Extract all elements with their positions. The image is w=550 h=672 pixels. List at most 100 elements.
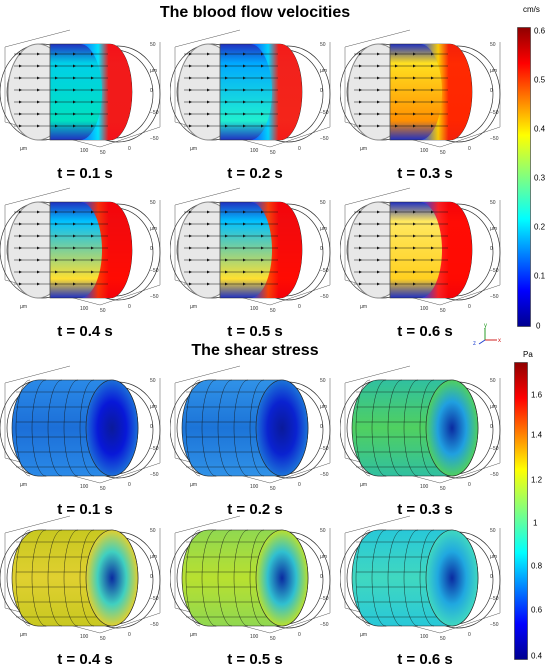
flow-arrow-icon (189, 76, 192, 80)
axis-tick-label: 0 (320, 88, 323, 94)
flow-arrow-icon (431, 258, 434, 262)
flow-arrow-icon (189, 270, 192, 274)
flow-arrow-icon (207, 210, 210, 214)
flow-arrow-icon (359, 258, 362, 262)
velocity-colorbar-unit: cm/s (523, 5, 540, 14)
flow-arrow-icon (261, 124, 264, 128)
axis-tick-label: 100 (420, 306, 429, 312)
flow-arrow-icon (189, 100, 192, 104)
flow-arrow-icon (207, 258, 210, 262)
axis-tick-label: 0 (128, 304, 131, 310)
axis-tick-label: −50 (320, 268, 329, 274)
mesh-line (201, 529, 217, 627)
axis-line (174, 187, 241, 206)
axis-tick-label: 100 (80, 634, 89, 640)
flow-arrow-icon (395, 52, 398, 56)
flow-arrow-icon (413, 88, 416, 92)
axis-tick-label: 0 (320, 574, 323, 580)
flow-arrow-icon (359, 88, 362, 92)
flow-arrow-icon (91, 52, 94, 56)
flow-arrow-icon (55, 234, 58, 238)
axis-tick-label: 50 (100, 486, 106, 492)
axis-line (99, 462, 161, 484)
axis-tick-label: 100 (420, 634, 429, 640)
flow-arrow-icon (19, 222, 22, 226)
shear-tick: 0.4 (531, 651, 543, 661)
axis-tick-label: 0 (150, 246, 153, 252)
flow-arrow-icon (261, 210, 264, 214)
axis-tick-label: 0 (468, 632, 471, 638)
flow-arrow-icon (261, 270, 264, 274)
flow-arrow-icon (91, 76, 94, 80)
axis-line (4, 365, 71, 384)
flow-arrow-icon (431, 76, 434, 80)
axis-tick-label: 50 (440, 150, 446, 156)
axis-line (174, 365, 241, 384)
axis-tick-label: 50 (270, 308, 276, 314)
mesh-line (233, 529, 249, 627)
flow-arrow-icon (413, 76, 416, 80)
velocity-tick: 0.1 (534, 271, 546, 281)
flow-arrow-icon (243, 52, 246, 56)
shear-colorbar (514, 362, 528, 660)
flow-arrow-icon (55, 246, 58, 250)
axis-tick-label: −50 (320, 294, 329, 300)
flow-arrow-icon (189, 234, 192, 238)
panel-label: t = 0.1 s (57, 165, 113, 182)
flow-arrow-icon (37, 124, 40, 128)
flow-arrow-icon (189, 64, 192, 68)
shear-colorbar-unit: Pa (523, 350, 533, 359)
flow-arrow-icon (91, 270, 94, 274)
flow-arrow-icon (359, 52, 362, 56)
axis-line (344, 29, 411, 48)
flow-arrow-icon (431, 52, 434, 56)
flow-arrow-icon (431, 88, 434, 92)
axis-line (439, 126, 501, 148)
velocity-tick: 0.3 (534, 173, 546, 183)
axis-tick-label: µm (190, 146, 197, 152)
flow-arrow-icon (261, 246, 264, 250)
axis-tick-label: µm (360, 146, 367, 152)
flow-arrow-icon (207, 64, 210, 68)
mesh-line (63, 379, 79, 477)
axis-line (439, 462, 501, 484)
flow-arrow-icon (189, 112, 192, 116)
velocity-profile-face (250, 202, 302, 298)
axis-tick-label: 0 (320, 424, 323, 430)
flow-arrow-icon (225, 52, 228, 56)
flow-arrow-icon (359, 222, 362, 226)
axis-tick-label: µm (490, 226, 497, 232)
shear-tick: 1.6 (531, 390, 543, 400)
axis-line (269, 126, 331, 148)
axis-tick-label: µm (360, 304, 367, 310)
flow-arrow-icon (19, 246, 22, 250)
axis-line (269, 462, 331, 484)
axis-tick-label: 100 (250, 148, 259, 154)
flow-arrow-icon (243, 88, 246, 92)
axis-tick-label: 0 (128, 482, 131, 488)
flow-arrow-icon (377, 210, 380, 214)
axis-tick-label: 0 (298, 482, 301, 488)
flow-arrow-icon (243, 210, 246, 214)
mesh-line (185, 529, 201, 627)
flow-arrow-icon (359, 210, 362, 214)
flow-arrow-icon (225, 88, 228, 92)
axis-tick-label: µm (150, 226, 157, 232)
flow-arrow-icon (73, 282, 76, 286)
flow-arrow-icon (37, 64, 40, 68)
flow-arrow-icon (431, 222, 434, 226)
flow-arrow-icon (359, 64, 362, 68)
flow-arrow-icon (91, 222, 94, 226)
axis-tick-label: 0 (468, 146, 471, 152)
flow-arrow-icon (431, 210, 434, 214)
vessel-outlet-face (425, 529, 479, 627)
flow-arrow-icon (377, 270, 380, 274)
flow-arrow-icon (261, 76, 264, 80)
flow-arrow-icon (37, 270, 40, 274)
